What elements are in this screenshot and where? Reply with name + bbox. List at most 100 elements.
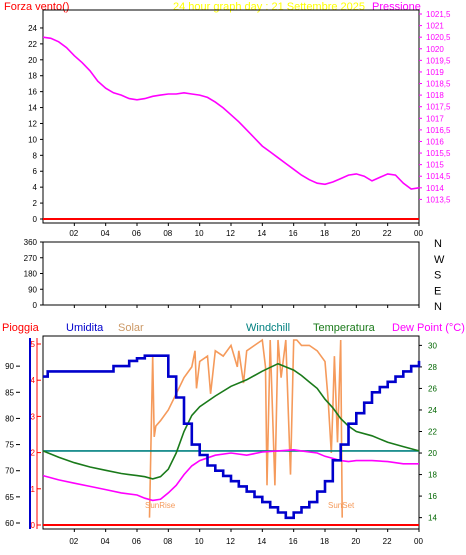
p3-yr-label: 26	[428, 384, 437, 393]
p3-x-label: 16	[289, 537, 298, 546]
p1-yl-label: 20	[28, 56, 37, 65]
series-dew-point	[42, 448, 419, 502]
p1-yr-label: 1021	[426, 22, 444, 31]
legend-solar: Solar	[118, 322, 144, 334]
p1-yl-label: 12	[28, 119, 37, 128]
p3-yr-label: 18	[428, 471, 437, 480]
p2-yl-label: 180	[24, 270, 38, 279]
p2-direction-label: E	[434, 285, 441, 297]
p3-x-label: 00	[414, 537, 423, 546]
pressure-header: Pressione	[372, 1, 421, 13]
p3-yr-label: 30	[428, 341, 437, 350]
p1-yl-label: 6	[33, 167, 38, 176]
p1-x-label: 12	[226, 229, 235, 238]
p3-yr-label: 16	[428, 492, 437, 501]
p3-rain-label: 1	[31, 485, 36, 494]
p1-x-label: 02	[69, 229, 78, 238]
p3-rain-label: 2	[31, 449, 36, 458]
p1-yl-label: 18	[28, 72, 37, 81]
p3-rain-label: 0	[31, 521, 36, 530]
p1-yr-label: 1020	[426, 45, 444, 54]
p1-x-label: 04	[101, 229, 110, 238]
p1-yl-label: 8	[33, 151, 38, 160]
p3-x-label: 12	[226, 537, 235, 546]
p2-yl-label: 270	[24, 254, 38, 263]
p2-yl-label: 0	[33, 301, 38, 310]
p1-x-label: 18	[320, 229, 329, 238]
p2-direction-label: N	[434, 238, 442, 250]
p3-x-label: 22	[383, 537, 392, 546]
legend-temperature: Temperatura	[313, 322, 376, 334]
wind-speed-header: Forza vento()	[4, 1, 69, 13]
p3-yr-label: 20	[428, 449, 437, 458]
p1-yr-label: 1018,5	[426, 80, 451, 89]
p3-rain-label: 3	[31, 412, 36, 421]
legend-windchill: Windchill	[246, 322, 290, 334]
p3-yl-label: 60	[5, 519, 14, 528]
p3-yr-label: 24	[428, 406, 437, 415]
p1-yl-label: 24	[28, 24, 37, 33]
p3-yr-label: 28	[428, 363, 437, 372]
p3-x-label: 06	[132, 537, 141, 546]
p1-yl-label: 16	[28, 88, 37, 97]
p3-x-label: 14	[257, 537, 266, 546]
p1-yr-label: 1016	[426, 137, 444, 146]
p1-x-label: 00	[414, 229, 423, 238]
p1-yr-label: 1015,5	[426, 149, 451, 158]
series-pressione	[42, 36, 420, 190]
p1-yr-label: 1015	[426, 161, 444, 170]
p1-yl-label: 4	[33, 183, 38, 192]
p3-rain-label: 5	[31, 340, 36, 349]
p3-yl-label: 75	[5, 441, 14, 450]
p3-yl-label: 90	[5, 362, 14, 371]
p1-yl-label: 22	[28, 40, 37, 49]
p1-x-label: 10	[195, 229, 204, 238]
chart-title: 24 hour graph day : 21 Settembre 2025	[173, 1, 365, 13]
p3-yr-label: 14	[428, 514, 437, 523]
p1-yl-label: 14	[28, 104, 37, 113]
p3-x-label: 04	[101, 537, 110, 546]
p2-yl-label: 90	[28, 285, 37, 294]
p1-yr-label: 1018	[426, 91, 444, 100]
sunrise-label: SunRise	[145, 501, 176, 510]
p1-yr-label: 1019	[426, 68, 444, 77]
p1-x-label: 08	[163, 229, 172, 238]
series-temperatura	[42, 362, 420, 480]
p3-yl-label: 65	[5, 493, 14, 502]
p3-yl-label: 80	[5, 414, 14, 423]
p2-direction-label: W	[434, 254, 445, 266]
panel2-frame	[42, 241, 420, 306]
p1-yr-label: 1016,5	[426, 126, 451, 135]
p3-x-label: 02	[69, 537, 78, 546]
p1-yr-label: 1014,5	[426, 172, 451, 181]
p1-yl-label: 0	[33, 215, 38, 224]
p1-yr-label: 1021,5	[426, 10, 451, 19]
p2-direction-label: S	[434, 270, 441, 282]
p1-yl-label: 2	[33, 199, 38, 208]
p1-yr-label: 1017,5	[426, 103, 451, 112]
p1-yr-label: 1013,5	[426, 195, 451, 204]
p1-x-label: 20	[351, 229, 360, 238]
p1-yr-label: 1019,5	[426, 56, 451, 65]
legend-rain: Pioggia	[2, 322, 40, 334]
p1-x-label: 16	[289, 229, 298, 238]
p1-yr-label: 1014	[426, 184, 444, 193]
p2-direction-label: N	[434, 301, 442, 313]
p1-yr-label: 1020,5	[426, 33, 451, 42]
panel1-frame	[42, 9, 420, 224]
p1-x-label: 14	[257, 229, 266, 238]
series-solar	[148, 338, 343, 518]
p3-yr-label: 22	[428, 428, 437, 437]
series-umidita	[43, 354, 421, 520]
legend-dewpoint: Dew Point (°C)	[392, 322, 465, 334]
p3-x-label: 08	[163, 537, 172, 546]
p3-yl-label: 85	[5, 388, 14, 397]
p3-x-label: 10	[195, 537, 204, 546]
p3-yl-label: 70	[5, 467, 14, 476]
p1-yl-label: 10	[28, 135, 37, 144]
p3-x-label: 18	[320, 537, 329, 546]
p1-x-label: 22	[383, 229, 392, 238]
p3-rain-label: 4	[31, 376, 36, 385]
